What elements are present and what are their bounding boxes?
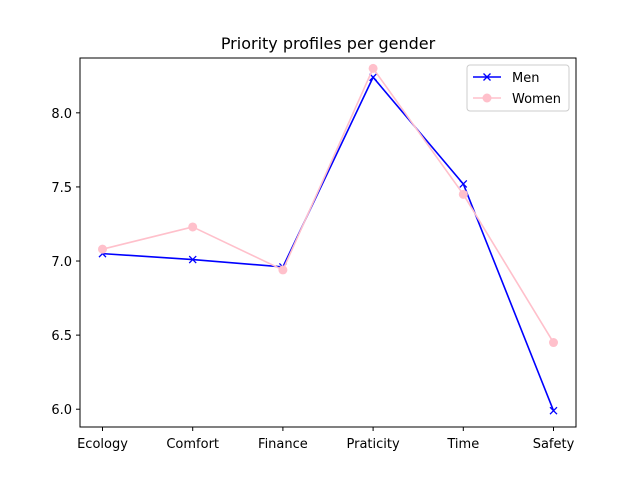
y-tick-label: 7.5 [51, 181, 72, 196]
legend-label-women: Women [512, 92, 561, 107]
legend-label-men: Men [512, 71, 539, 86]
point-men-stroke [459, 180, 468, 188]
y-tick-label: 6.5 [51, 329, 72, 344]
y-axis: 6.0 6.5 7.0 7.5 8.0 [51, 107, 80, 418]
point-women [458, 189, 468, 199]
y-tick-label: 6.0 [51, 403, 72, 418]
point-women [278, 265, 288, 275]
point-men [459, 180, 468, 188]
legend-marker-women [482, 93, 492, 103]
x-tick-label: Ecology [77, 437, 128, 452]
chart-title: Priority profiles per gender [221, 34, 436, 53]
y-tick-label: 8.0 [51, 107, 72, 122]
legend: Men Women [466, 64, 570, 112]
series-line-women [102, 67, 555, 343]
series-line-men [102, 76, 555, 411]
legend-items: Men Women [473, 71, 561, 107]
legend-marker-men [483, 73, 491, 81]
x-tick-label: Time [446, 437, 479, 452]
x-tick-label: Praticity [347, 437, 400, 452]
point-women [188, 222, 198, 232]
point-women [368, 63, 378, 73]
y-tick-label: 7.0 [51, 255, 72, 270]
x-tick-label: Comfort [166, 437, 219, 452]
point-men-stroke [549, 406, 558, 415]
x-tick-label: Finance [258, 437, 308, 452]
point-women [549, 338, 558, 348]
point-men-stroke [369, 73, 378, 82]
point-women [98, 244, 107, 254]
series-layer [98, 63, 558, 415]
legend-marker-men-stroke [483, 73, 491, 81]
point-men [549, 406, 558, 415]
x-axis: Ecology Comfort Finance Praticity Time Safety [77, 427, 575, 452]
point-men-stroke [188, 255, 197, 264]
point-men [188, 255, 197, 264]
x-tick-label: Safety [533, 437, 575, 452]
plot-frame [79, 57, 577, 428]
